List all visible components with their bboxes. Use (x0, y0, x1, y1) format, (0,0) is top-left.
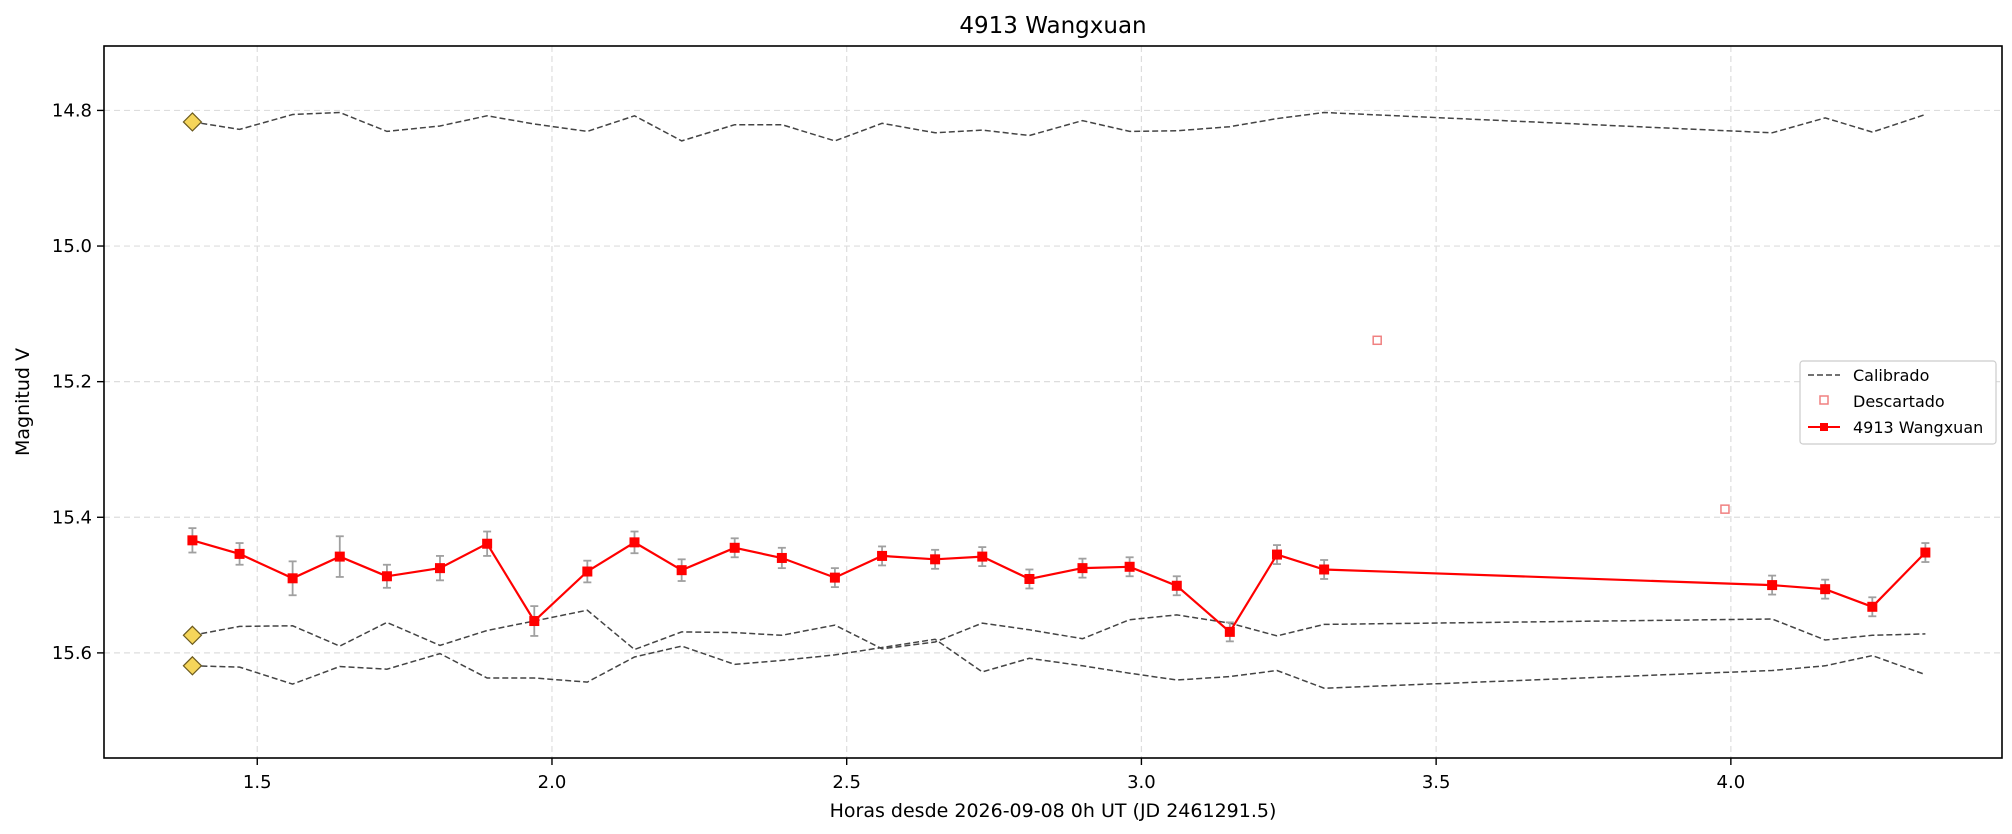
legend-label-calibrado: Calibrado (1853, 366, 1929, 385)
y-tick-label: 15.6 (52, 643, 92, 664)
asteroid-point (729, 542, 740, 553)
x-axis-label: Horas desde 2026-09-08 0h UT (JD 2461291… (830, 800, 1277, 822)
asteroid-point (582, 566, 593, 577)
chart-title: 4913 Wangxuan (959, 13, 1146, 39)
asteroid-point (482, 538, 493, 549)
asteroid-point (930, 554, 941, 565)
asteroid-point (287, 573, 298, 584)
reference-star-marker (182, 655, 203, 676)
legend-label-wangxuan: 4913 Wangxuan (1853, 418, 1983, 437)
y-axis-label: Magnitud V (12, 348, 34, 456)
y-tick-label: 15.0 (52, 236, 92, 257)
asteroid-point (334, 551, 345, 562)
grid-layer (104, 46, 2002, 758)
descartado-point (1720, 504, 1730, 514)
legend-label-descartado: Descartado (1853, 392, 1945, 411)
calibrado-line (192, 111, 1926, 142)
asteroid-point (1024, 573, 1035, 584)
x-tick-label: 4.0 (1717, 772, 1746, 793)
asteroid-point (776, 552, 787, 563)
asteroid-point (1224, 626, 1235, 637)
asteroid-point (187, 535, 198, 546)
descartado-point (1372, 335, 1382, 346)
asteroid-point (1867, 601, 1878, 612)
legend-box (1799, 360, 1997, 445)
asteroid-point (1077, 563, 1088, 574)
calibrado-line (192, 609, 1926, 651)
asteroid-point (1820, 584, 1831, 595)
x-tick-label: 2.5 (832, 772, 861, 793)
series-layer (182, 111, 1931, 689)
asteroid-point (1171, 580, 1182, 591)
asteroid-point (1124, 561, 1135, 572)
asteroid-point (977, 551, 988, 562)
y-tick-label: 15.2 (52, 372, 92, 393)
asteroid-point (234, 548, 245, 559)
asteroid-point (676, 565, 687, 576)
asteroid-point (1319, 564, 1330, 575)
asteroid-point (381, 571, 392, 582)
asteroid-line (192, 539, 1927, 634)
y-tick-label: 15.4 (52, 507, 92, 528)
legend-handle-descartado (1819, 395, 1829, 405)
x-tick-label: 3.5 (1422, 772, 1451, 793)
x-tick-label: 1.5 (243, 772, 272, 793)
asteroid-point (1767, 580, 1778, 591)
x-tick-label: 2.0 (538, 772, 567, 793)
asteroid-point (629, 537, 640, 548)
plot-frame (103, 45, 2003, 759)
asteroid-point (1271, 549, 1282, 560)
reference-star-marker (182, 625, 203, 646)
tick-layer: 1.5 2.0 2.5 3.0 3.5 4.0 14.8 15.0 15.2 15.4 15.6 (52, 100, 1745, 793)
asteroid-point (434, 563, 445, 574)
legend-marker-wangxuan (1820, 423, 1828, 431)
y-tick-label: 14.8 (52, 100, 92, 121)
calibrado-line (192, 638, 1926, 689)
legend: Calibrado Descartado 4913 Wangxuan (1799, 360, 1997, 445)
asteroid-point (1920, 547, 1931, 558)
asteroid-point (877, 550, 888, 561)
asteroid-point (829, 572, 840, 583)
reference-star-marker (182, 112, 203, 132)
asteroid-point (529, 616, 540, 627)
x-tick-label: 3.0 (1127, 772, 1156, 793)
